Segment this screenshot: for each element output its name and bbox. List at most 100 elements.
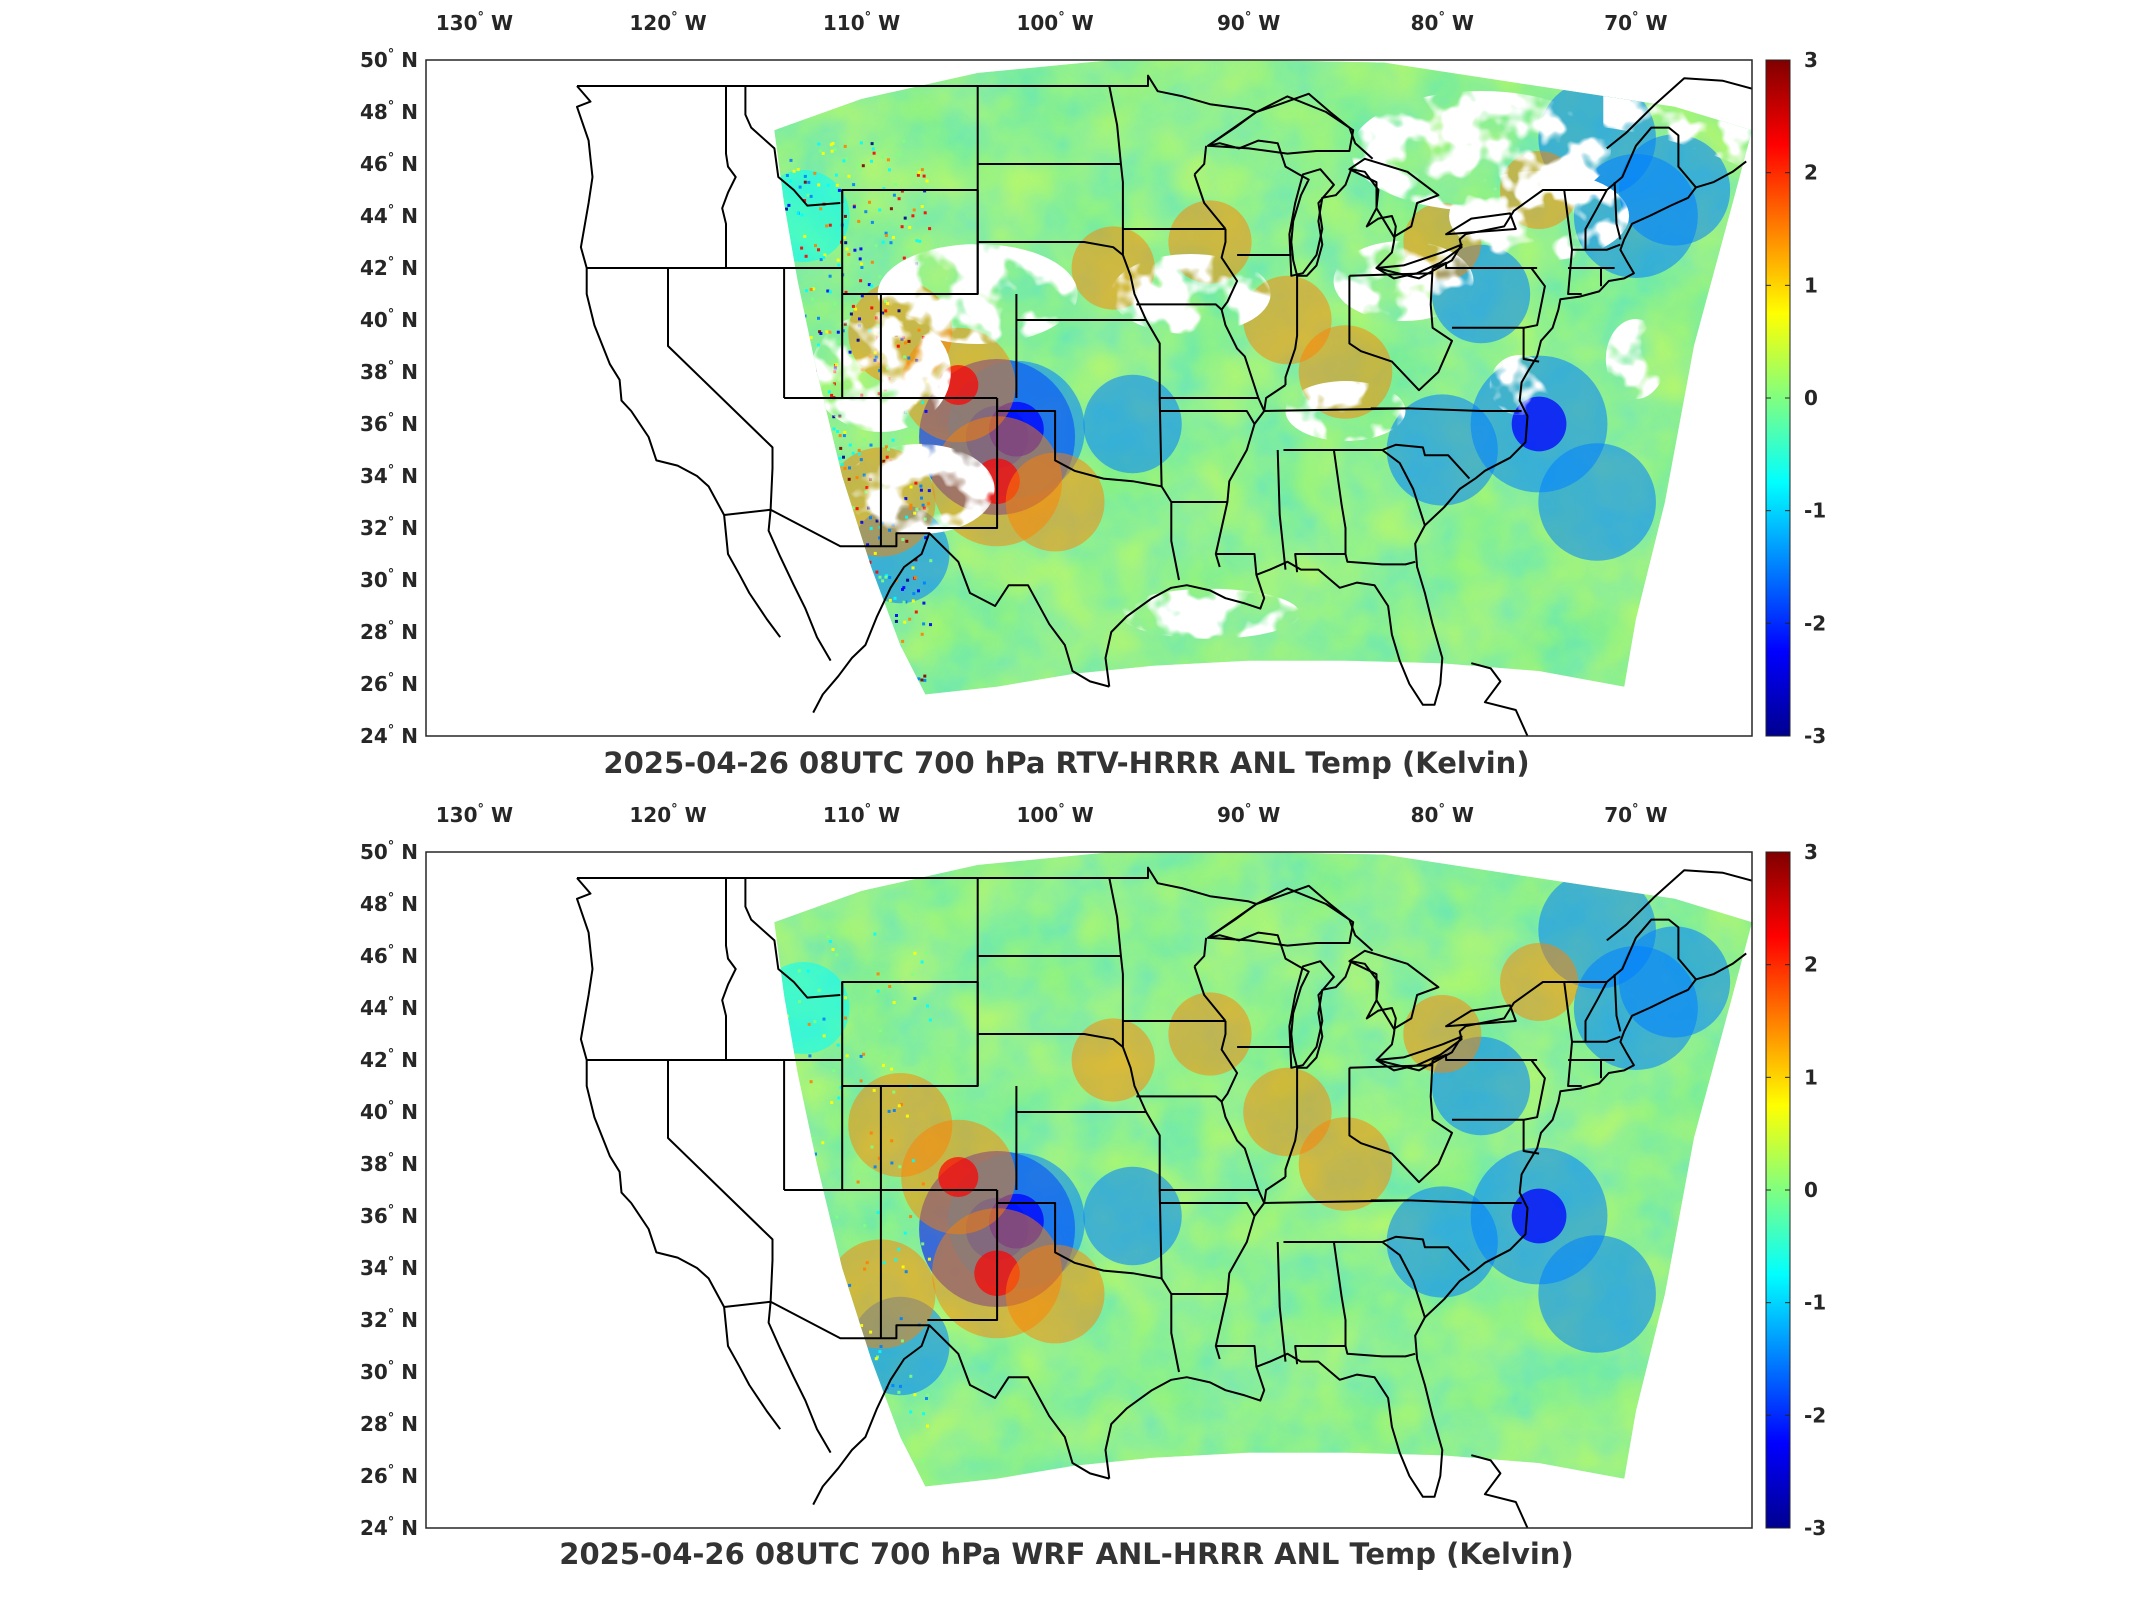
coastline xyxy=(576,85,782,638)
coastline xyxy=(576,877,782,1430)
longitude-tick-label: 130° W xyxy=(436,10,513,35)
state-boundary xyxy=(721,878,737,1060)
state-boundary xyxy=(1381,1235,1471,1272)
state-boundary xyxy=(1193,937,1208,968)
latitude-tick-label: 36° N xyxy=(360,411,418,436)
panel-1-title: 2025-04-26 08UTC 700 hPa RTV-HRRR ANL Te… xyxy=(603,746,1530,780)
latitude-tick-label: 28° N xyxy=(360,1411,418,1436)
great-lake xyxy=(1348,157,1440,238)
longitude-tick-label: 80° W xyxy=(1411,802,1474,827)
latitude-tick-label: 46° N xyxy=(360,943,418,968)
state-boundary xyxy=(1584,189,1608,250)
latitude-tick-label: 34° N xyxy=(360,463,418,488)
state-boundary xyxy=(1348,267,1453,392)
great-lake xyxy=(1445,212,1517,236)
colorbar-tick-label: 0 xyxy=(1804,386,1818,410)
state-boundary xyxy=(1276,1241,1287,1362)
colorbar-tick-label: 3 xyxy=(1804,48,1818,72)
longitude-tick-label: 130° W xyxy=(436,802,513,827)
latitude-tick-label: 48° N xyxy=(360,99,418,124)
longitude-tick-label: 100° W xyxy=(1016,802,1093,827)
state-boundary xyxy=(1214,229,1266,568)
state-boundary xyxy=(1294,449,1347,573)
longitude-tick-label: 80° W xyxy=(1411,10,1474,35)
coastline xyxy=(1471,662,1529,736)
colorbar-tick-label: 0 xyxy=(1804,1178,1818,1202)
state-boundary xyxy=(1108,85,1180,581)
state-boundary xyxy=(1563,189,1582,295)
state-boundary xyxy=(927,398,999,529)
latitude-tick-label: 40° N xyxy=(360,307,418,332)
longitude-tick-label: 110° W xyxy=(823,10,900,35)
latitude-tick-label: 26° N xyxy=(360,671,418,696)
latitude-tick-label: 30° N xyxy=(360,1359,418,1384)
state-boundary xyxy=(1214,1021,1266,1360)
state-boundary xyxy=(1522,1119,1540,1155)
colorbar-tick-label: -1 xyxy=(1804,1291,1826,1315)
state-boundary xyxy=(1159,1202,1256,1217)
latitude-tick-label: 24° N xyxy=(360,1515,418,1540)
latitude-tick-label: 26° N xyxy=(360,1463,418,1488)
latitude-tick-label: 46° N xyxy=(360,151,418,176)
state-boundary xyxy=(1284,1067,1299,1177)
great-lake xyxy=(1288,168,1335,277)
latitude-tick-label: 44° N xyxy=(360,203,418,228)
state-boundary xyxy=(667,1060,774,1302)
panel-2-title: 2025-04-26 08UTC 700 hPa WRF ANL-HRRR AN… xyxy=(559,1537,1574,1571)
colorbar-tick-label: -3 xyxy=(1804,1516,1826,1540)
latitude-tick-label: 50° N xyxy=(360,839,418,864)
state-boundary xyxy=(1349,272,1433,277)
latitude-tick-label: 36° N xyxy=(360,1203,418,1228)
state-boundary xyxy=(1193,145,1208,176)
state-boundary xyxy=(977,241,1124,256)
state-boundary xyxy=(1215,553,1258,575)
state-boundary xyxy=(1284,275,1299,385)
state-boundary xyxy=(1381,1241,1426,1318)
latitude-tick-label: 28° N xyxy=(360,619,418,644)
latitude-tick-label: 38° N xyxy=(360,1151,418,1176)
coastline xyxy=(812,532,931,714)
great-lake xyxy=(1348,949,1440,1030)
state-boundary xyxy=(744,86,841,207)
latitude-tick-label: 32° N xyxy=(360,1307,418,1332)
colorbar-tick-label: -3 xyxy=(1804,724,1826,748)
latitude-tick-label: 32° N xyxy=(360,515,418,540)
state-boundary xyxy=(1381,443,1471,480)
state-boundary xyxy=(1348,1059,1453,1184)
state-boundary xyxy=(1344,1345,1416,1358)
coastline xyxy=(767,509,832,662)
coastline xyxy=(723,1300,1110,1480)
colorbar-tick-label: -1 xyxy=(1804,499,1826,523)
map-panel-2: 130° W 120° W 110° W 100° W 90° W 80° W 70° W 5… xyxy=(360,802,1826,1540)
map-frame xyxy=(425,851,1753,1529)
latitude-tick-label: 40° N xyxy=(360,1099,418,1124)
state-boundary xyxy=(1584,981,1608,1042)
latitude-tick-label: 44° N xyxy=(360,995,418,1020)
coastline xyxy=(1471,1454,1529,1528)
coastline xyxy=(577,74,1257,113)
latitude-tick-label: 50° N xyxy=(360,47,418,72)
state-boundary xyxy=(1522,327,1540,363)
coastline xyxy=(1695,952,1747,981)
longitude-tick-label: 120° W xyxy=(629,802,706,827)
colorbar-tick-label: 1 xyxy=(1804,273,1818,297)
state-boundary xyxy=(1193,966,1227,1022)
colorbar-tick-label: -2 xyxy=(1804,1403,1826,1427)
latitude-tick-label: 42° N xyxy=(360,255,418,280)
state-boundary xyxy=(1263,384,1287,412)
coastline xyxy=(723,508,1110,688)
state-boundary xyxy=(1263,1176,1287,1204)
state-boundary xyxy=(1613,182,1622,240)
state-boundary xyxy=(1136,303,1223,311)
latitude-tick-label: 38° N xyxy=(360,359,418,384)
longitude-tick-label: 120° W xyxy=(629,10,706,35)
great-lake xyxy=(1375,1035,1463,1072)
colorbar-tick-label: -2 xyxy=(1804,611,1826,635)
longitude-tick-label: 90° W xyxy=(1217,10,1280,35)
state-boundary xyxy=(1344,553,1416,566)
state-boundary xyxy=(1276,449,1287,570)
coastline xyxy=(767,1301,832,1454)
latitude-tick-label: 24° N xyxy=(360,723,418,748)
coastline xyxy=(1606,77,1752,150)
